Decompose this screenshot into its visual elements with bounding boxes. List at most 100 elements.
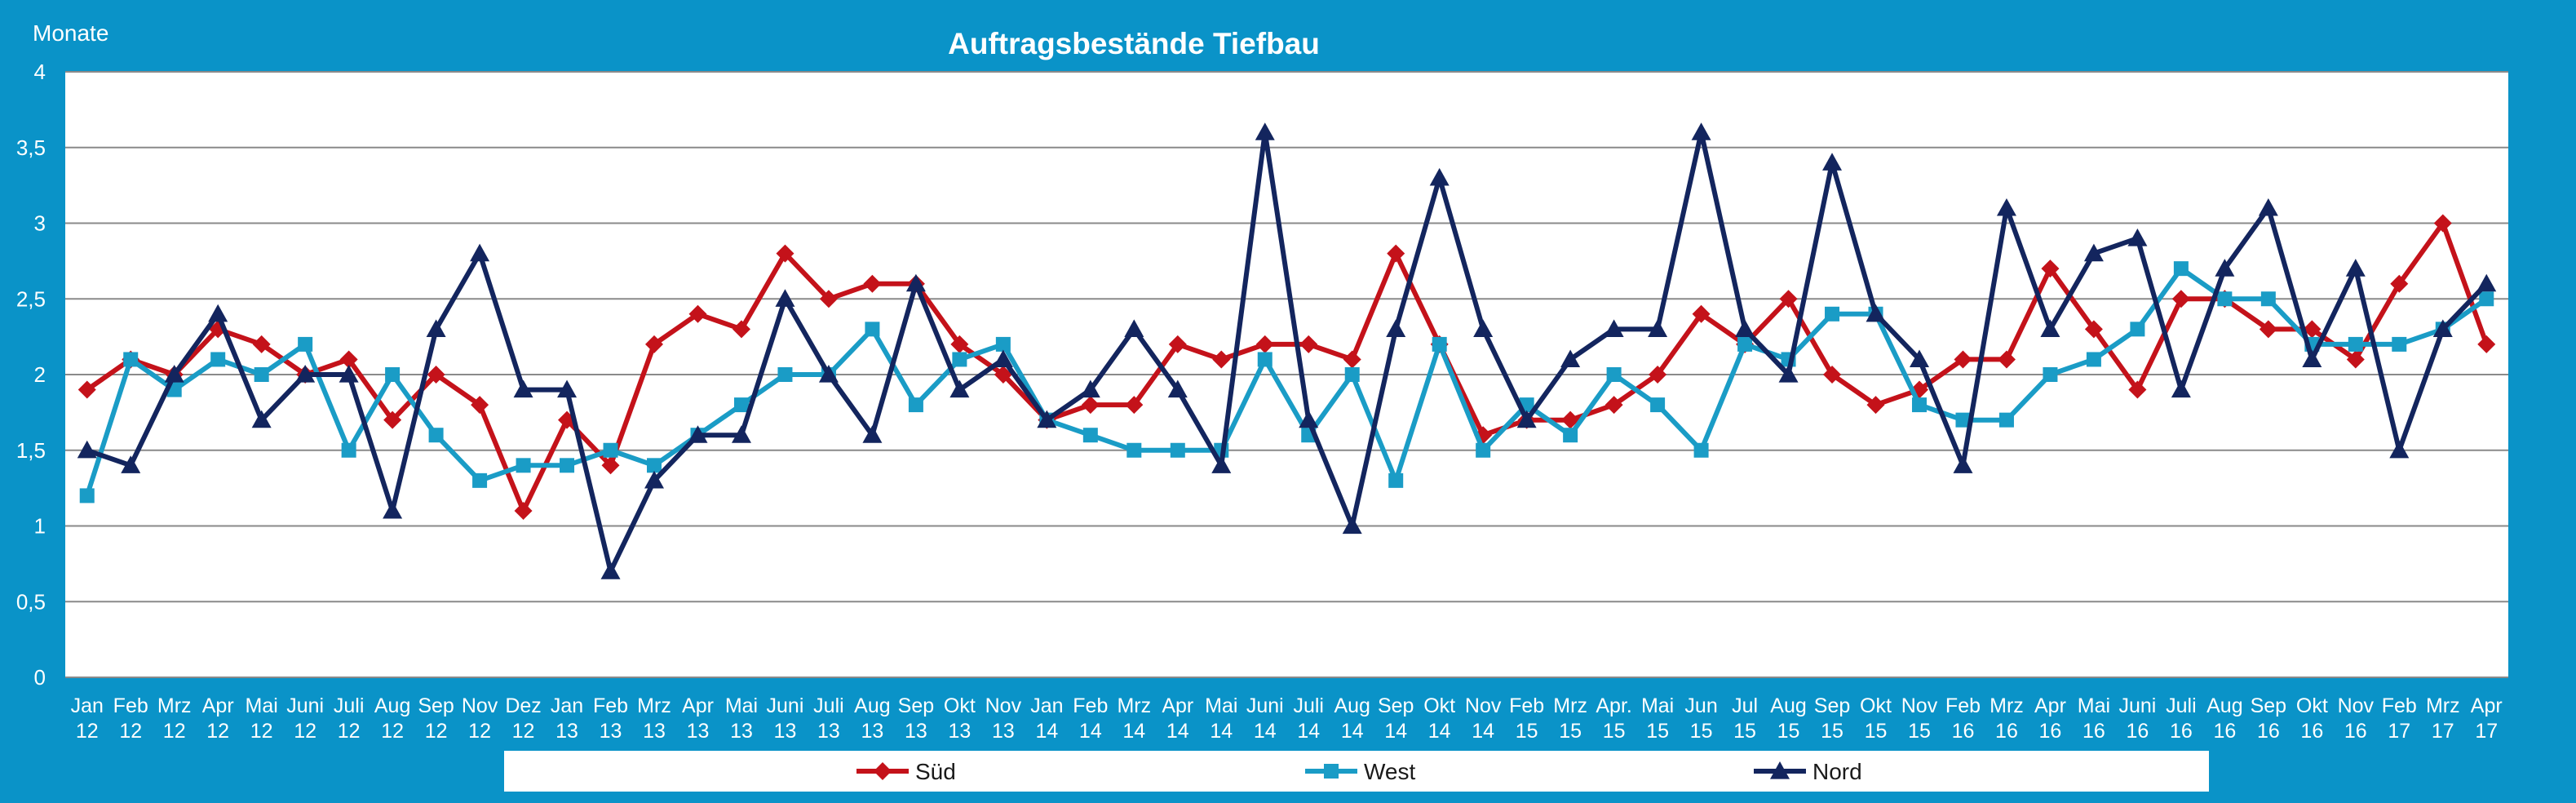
data-point-west — [254, 367, 269, 382]
x-tick-label-month: Aug — [1770, 694, 1806, 717]
x-tick-label-year: 16 — [1995, 720, 2018, 743]
x-tick-label-year: 15 — [1821, 720, 1843, 743]
data-point-west — [1737, 336, 1753, 352]
x-tick-label-month: Apr. — [1596, 694, 1631, 717]
x-tick-label-year: 15 — [1908, 720, 1931, 743]
data-point-west — [865, 322, 880, 337]
data-point-s-d — [732, 320, 750, 339]
x-tick-label-month: Apr — [682, 694, 714, 717]
x-tick-label-month: Mai — [2078, 694, 2110, 717]
data-point-west — [472, 472, 488, 488]
data-point-west — [210, 352, 226, 367]
data-point-nord — [1648, 319, 1668, 337]
x-tick-label-month: Jan — [71, 694, 104, 717]
legend-label: West — [1364, 759, 1415, 784]
data-point-s-d — [2084, 320, 2103, 339]
y-tick-label: 1 — [34, 514, 46, 539]
x-tick-label-year: 12 — [468, 720, 491, 743]
data-point-nord — [688, 425, 708, 443]
x-tick-label-year: 13 — [905, 720, 927, 743]
data-point-west — [1825, 306, 1840, 322]
y-tick-label: 0 — [34, 665, 46, 690]
data-point-nord — [1037, 410, 1057, 428]
data-point-nord — [1211, 455, 1232, 473]
data-point-s-d — [558, 410, 577, 429]
data-point-s-d — [2303, 320, 2321, 339]
x-tick-label-year: 12 — [206, 720, 229, 743]
data-point-nord — [1080, 379, 1100, 398]
data-point-west — [1998, 412, 2014, 428]
data-point-s-d — [2041, 260, 2060, 278]
x-tick-label-month: Jan — [1030, 694, 1063, 717]
legend-marker — [1770, 761, 1790, 779]
x-tick-label-year: 16 — [2126, 720, 2149, 743]
x-tick-label-month: Feb — [593, 694, 628, 717]
data-point-nord — [2432, 319, 2453, 337]
x-tick-label-month: Mai — [1205, 694, 1237, 717]
legend-item-nord: Nord — [1754, 759, 1862, 784]
x-tick-label-year: 14 — [1428, 720, 1451, 743]
x-tick-label-year: 16 — [2300, 720, 2323, 743]
x-tick-label-year: 15 — [1516, 720, 1538, 743]
data-point-nord — [1866, 304, 1886, 322]
x-tick-label-month: Mrz — [637, 694, 671, 717]
data-point-west — [995, 336, 1011, 352]
x-tick-label-month: Mrz — [2426, 694, 2460, 717]
series-line-nord — [86, 130, 2489, 575]
data-point-s-d — [994, 366, 1012, 384]
x-tick-label-month: Sep — [1814, 694, 1850, 717]
y-tick-label: 0,5 — [16, 589, 46, 614]
x-tick-label-year: 16 — [1952, 720, 1975, 743]
data-point-west — [298, 336, 313, 352]
data-point-s-d — [252, 335, 271, 353]
y-tick-label: 1,5 — [16, 438, 46, 463]
x-tick-label-month: Dez — [505, 694, 541, 717]
data-point-nord — [775, 289, 795, 307]
x-tick-label-year: 14 — [1210, 720, 1233, 743]
x-tick-label-year: 14 — [1384, 720, 1407, 743]
x-tick-label-month: Aug — [374, 694, 410, 717]
data-point-nord — [818, 365, 839, 383]
legend-item-s-d: Süd — [856, 759, 956, 784]
x-tick-label-year: 15 — [1690, 720, 1713, 743]
data-point-nord — [1386, 319, 1406, 337]
data-point-west — [1344, 367, 1360, 382]
data-point-nord — [470, 243, 490, 262]
x-tick-label-month: Okt — [1860, 694, 1892, 717]
data-point-west — [908, 397, 923, 413]
data-point-s-d — [1561, 410, 1580, 429]
x-tick-label-year: 12 — [338, 720, 361, 743]
x-tick-label-year: 15 — [1646, 720, 1669, 743]
x-tick-label-year: 15 — [1559, 720, 1582, 743]
data-point-west — [79, 488, 95, 504]
data-point-nord — [1953, 455, 1973, 473]
x-tick-label-year: 14 — [1122, 720, 1145, 743]
data-point-west — [2086, 352, 2101, 367]
data-point-s-d — [819, 290, 838, 308]
x-tick-label-month: Nov — [985, 694, 1022, 717]
data-point-s-d — [2433, 214, 2452, 233]
series-layer — [77, 122, 2497, 579]
data-point-s-d — [1997, 350, 2016, 369]
x-tick-label-year: 15 — [1733, 720, 1756, 743]
x-tick-label-month: Feb — [2382, 694, 2417, 717]
x-tick-label-year: 12 — [512, 720, 535, 743]
data-point-nord — [2302, 349, 2322, 368]
data-point-nord — [1429, 167, 1450, 186]
data-point-nord — [1909, 349, 1929, 368]
data-point-nord — [1996, 197, 2016, 216]
x-tick-label-year: 16 — [2344, 720, 2367, 743]
x-tick-label-month: Okt — [2296, 694, 2328, 717]
data-point-west — [385, 367, 401, 382]
data-point-west — [428, 428, 444, 443]
data-point-nord — [949, 379, 970, 398]
x-tick-label-month: Sep — [418, 694, 454, 717]
x-tick-label-year: 13 — [687, 720, 710, 743]
data-point-nord — [600, 561, 621, 579]
series-nord — [77, 122, 2497, 579]
data-point-s-d — [471, 396, 489, 415]
data-point-s-d — [688, 304, 707, 323]
x-tick-label-month: Juli — [2166, 694, 2197, 717]
